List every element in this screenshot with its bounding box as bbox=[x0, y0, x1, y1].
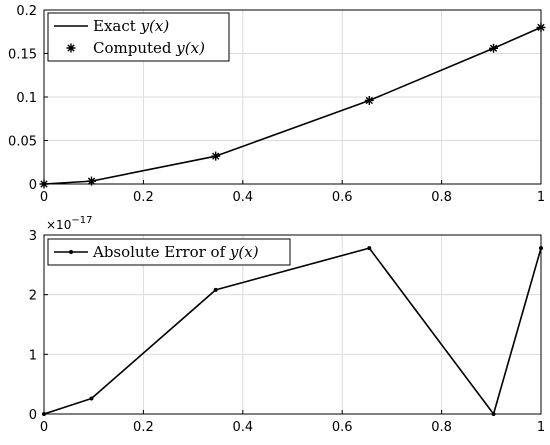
x-tick-label: 0.4 bbox=[232, 190, 253, 205]
chart-1: 0 0.2 0.4 0.6 0.8 1 0 0.05 0.1 0.15 0.2 Exact y(x) C… bbox=[8, 4, 546, 205]
axes-frame bbox=[43, 9, 542, 185]
x-tick-label: 0.2 bbox=[133, 190, 154, 205]
y-tick-label: 0.15 bbox=[8, 48, 37, 63]
legend-box bbox=[47, 238, 291, 266]
y-tick-label: 0.1 bbox=[16, 91, 37, 106]
data-point bbox=[491, 412, 496, 416]
legend-label: Absolute Error of y(x) bbox=[92, 243, 259, 261]
x-tick-label: 1 bbox=[537, 420, 545, 435]
data-point bbox=[367, 246, 372, 251]
y-tick-label: 1 bbox=[29, 348, 37, 363]
x-tick-label: 0 bbox=[40, 420, 48, 435]
y-tick-label: 0 bbox=[29, 178, 37, 193]
y-tick-label: 2 bbox=[29, 289, 37, 304]
series-line-1 bbox=[43, 247, 542, 415]
x-tick-label: 0.8 bbox=[431, 190, 452, 205]
x-tick-label: 0.6 bbox=[332, 190, 353, 205]
legend-swatch-star bbox=[66, 43, 76, 53]
data-point-star bbox=[39, 179, 49, 189]
y-tick-label: 0.2 bbox=[16, 4, 37, 19]
y-exponent-label: ×10−17 bbox=[46, 215, 92, 232]
data-point bbox=[213, 287, 218, 292]
legend-box bbox=[47, 12, 230, 62]
legend-swatch-dot bbox=[69, 250, 73, 254]
axes-frame bbox=[43, 234, 542, 415]
data-point-star bbox=[211, 151, 221, 161]
data-point bbox=[89, 396, 94, 401]
legend-label: Computed y(x) bbox=[93, 39, 205, 57]
y-tick-label: 0 bbox=[29, 408, 37, 423]
data-point-star bbox=[489, 43, 499, 53]
data-point-star bbox=[364, 95, 374, 105]
x-tick-label: 0.6 bbox=[332, 420, 353, 435]
legend-label: Exact y(x) bbox=[93, 17, 169, 35]
data-point-star bbox=[536, 22, 546, 32]
data-point bbox=[539, 246, 543, 251]
y-tick-label: 0.05 bbox=[8, 135, 37, 150]
x-tick-label: 0.2 bbox=[133, 420, 154, 435]
x-tick-label: 0.4 bbox=[232, 420, 253, 435]
series-line-1 bbox=[43, 26, 542, 185]
data-point-star bbox=[86, 176, 96, 186]
x-tick-label: 0.8 bbox=[431, 420, 452, 435]
data-point bbox=[42, 412, 46, 416]
y-tick-label: 3 bbox=[29, 229, 37, 244]
x-tick-label: 0 bbox=[40, 190, 48, 205]
x-tick-label: 1 bbox=[537, 190, 545, 205]
